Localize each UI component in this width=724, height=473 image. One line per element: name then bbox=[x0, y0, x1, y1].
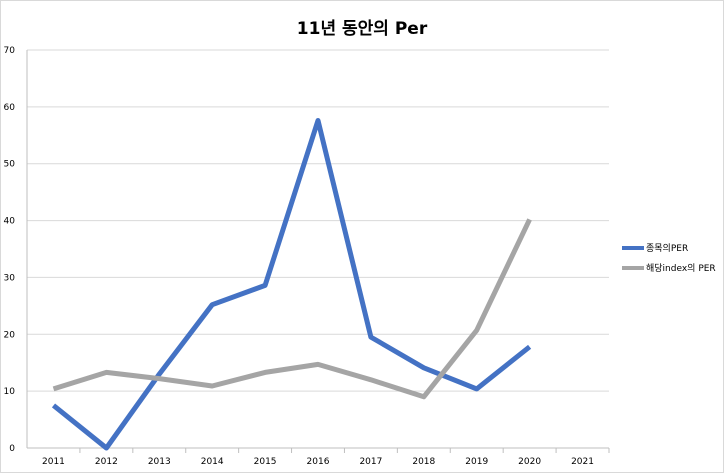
y-tick-label: 40 bbox=[4, 217, 16, 227]
x-tick-label: 2011 bbox=[42, 457, 65, 467]
x-tick-label: 2012 bbox=[95, 457, 118, 467]
legend-label-2: 해당index의 PER bbox=[646, 263, 716, 274]
x-tick-label: 2016 bbox=[307, 457, 330, 467]
x-tick-label: 2018 bbox=[412, 457, 435, 467]
y-tick-label: 0 bbox=[9, 444, 15, 454]
chart-title: 11년 동안의 Per bbox=[296, 19, 428, 39]
y-tick-label: 30 bbox=[4, 273, 16, 283]
y-tick-label: 20 bbox=[4, 330, 16, 340]
legend-label-1: 종목의PER bbox=[646, 243, 688, 254]
x-tick-label: 2013 bbox=[148, 457, 171, 467]
y-tick-label: 10 bbox=[4, 387, 16, 397]
x-tick-label: 2019 bbox=[465, 457, 488, 467]
series-line-1 bbox=[51, 118, 532, 451]
x-axis-ticks: 2011 2012 2013 2014 2015 2016 2017 2018 2019 2020… bbox=[42, 448, 610, 467]
x-tick-label: 2021 bbox=[571, 457, 594, 467]
x-tick-label: 2020 bbox=[518, 457, 541, 467]
x-tick-label: 2014 bbox=[201, 457, 224, 467]
series-line-2 bbox=[52, 218, 532, 400]
y-tick-label: 70 bbox=[4, 46, 16, 56]
y-tick-label: 50 bbox=[4, 160, 16, 170]
y-tick-label: 60 bbox=[4, 103, 16, 113]
x-tick-label: 2017 bbox=[359, 457, 382, 467]
series-lines bbox=[51, 118, 532, 451]
axes bbox=[26, 50, 609, 449]
y-axis-ticks: 0 10 20 30 40 50 60 70 bbox=[4, 46, 16, 454]
x-tick-label: 2015 bbox=[254, 457, 277, 467]
gridlines bbox=[27, 49, 609, 392]
legend: 종목의PER 해당index의 PER bbox=[622, 243, 716, 274]
